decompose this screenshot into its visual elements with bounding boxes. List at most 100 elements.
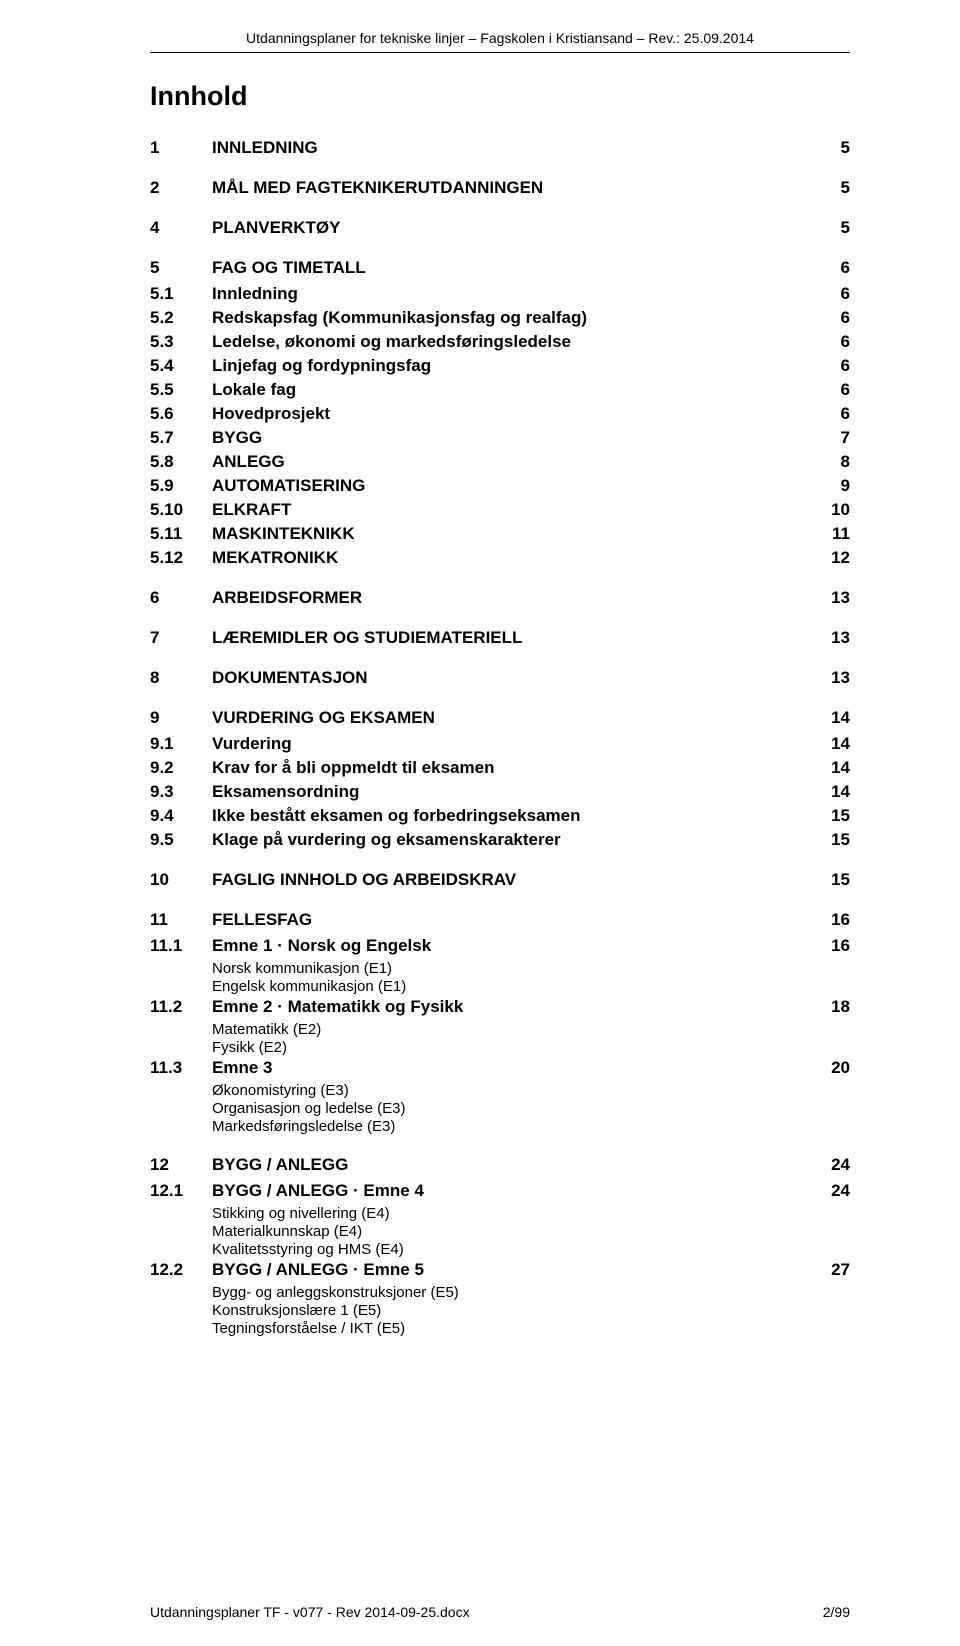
toc-entry: 11.2Emne 2 · Matematikk og Fysikk18 <box>150 997 850 1017</box>
footer-filename: Utdanningsplaner TF - v077 - Rev 2014-09… <box>150 1604 783 1620</box>
toc-entry-page: 14 <box>810 708 850 728</box>
toc-subentry: Økonomistyring (E3) <box>212 1082 850 1099</box>
toc-entry: 9.1Vurdering14 <box>150 734 850 754</box>
toc-entry-label: ANLEGG <box>212 452 810 472</box>
toc-entry-page: 16 <box>810 910 850 930</box>
toc-entry-page: 6 <box>810 404 850 424</box>
toc-entry-label: ELKRAFT <box>212 500 810 520</box>
toc-entry-page: 24 <box>810 1155 850 1175</box>
toc-entry: 5.5Lokale fag6 <box>150 380 850 400</box>
toc-entry: 5FAG OG TIMETALL6 <box>150 258 850 278</box>
toc-entry-number: 12 <box>150 1155 212 1175</box>
toc-entry-number: 5.7 <box>150 428 212 448</box>
toc-entry-label: BYGG / ANLEGG · Emne 4 <box>212 1181 810 1201</box>
page-footer: Utdanningsplaner TF - v077 - Rev 2014-09… <box>150 1604 850 1620</box>
toc-entry-label: Lokale fag <box>212 380 810 400</box>
toc-entry-number: 5.9 <box>150 476 212 496</box>
page-title: Innhold <box>150 81 850 112</box>
toc-entry-number: 9.5 <box>150 830 212 850</box>
toc-entry: 9VURDERING OG EKSAMEN14 <box>150 708 850 728</box>
table-of-contents: 1INNLEDNING5 2MÅL MED FAGTEKNIKERUTDANNIN… <box>150 138 850 1337</box>
toc-entry-page: 24 <box>810 1181 850 1201</box>
toc-entry: 12BYGG / ANLEGG24 <box>150 1155 850 1175</box>
toc-subentry: Bygg- og anleggskonstruksjoner (E5) <box>212 1284 850 1301</box>
toc-entry: 1INNLEDNING5 <box>150 138 850 158</box>
toc-entry-label: BYGG / ANLEGG <box>212 1155 810 1175</box>
toc-entry-page: 13 <box>810 628 850 648</box>
toc-entry-number: 5.4 <box>150 356 212 376</box>
toc-entry: 5.10ELKRAFT10 <box>150 500 850 520</box>
toc-entry-label: Innledning <box>212 284 810 304</box>
toc-entry-page: 16 <box>810 936 850 956</box>
toc-entry-label: LÆREMIDLER OG STUDIEMATERIELL <box>212 628 810 648</box>
toc-entry: 11.3Emne 320 <box>150 1058 850 1078</box>
toc-entry-number: 5.5 <box>150 380 212 400</box>
toc-entry-label: MEKATRONIKK <box>212 548 810 568</box>
toc-entry-label: Hovedprosjekt <box>212 404 810 424</box>
toc-entry-number: 12.2 <box>150 1260 212 1280</box>
toc-entry-number: 11 <box>150 910 212 930</box>
toc-entry: 8DOKUMENTASJON13 <box>150 668 850 688</box>
document-page: Utdanningsplaner for tekniske linjer – F… <box>0 0 960 1646</box>
toc-entry: 9.4Ikke bestått eksamen og forbedringsek… <box>150 806 850 826</box>
toc-entry-label: FAGLIG INNHOLD OG ARBEIDSKRAV <box>212 870 810 890</box>
toc-entry-number: 9.2 <box>150 758 212 778</box>
toc-entry-page: 14 <box>810 782 850 802</box>
toc-entry-number: 9.4 <box>150 806 212 826</box>
toc-entry-page: 13 <box>810 668 850 688</box>
toc-entry: 9.5Klage på vurdering og eksamenskarakte… <box>150 830 850 850</box>
toc-entry-page: 6 <box>810 308 850 328</box>
toc-entry: 11FELLESFAG16 <box>150 910 850 930</box>
toc-entry-page: 6 <box>810 258 850 278</box>
toc-entry-label: Redskapsfag (Kommunikasjonsfag og realfa… <box>212 308 810 328</box>
toc-entry-page: 8 <box>810 452 850 472</box>
toc-entry: 5.7BYGG7 <box>150 428 850 448</box>
toc-entry-page: 14 <box>810 734 850 754</box>
header-rule <box>150 52 850 53</box>
toc-entry: 5.8ANLEGG8 <box>150 452 850 472</box>
toc-entry-page: 27 <box>810 1260 850 1280</box>
toc-entry-page: 6 <box>810 380 850 400</box>
toc-subentry: Kvalitetsstyring og HMS (E4) <box>212 1241 850 1258</box>
toc-entry-label: Eksamensordning <box>212 782 810 802</box>
toc-entry-page: 6 <box>810 332 850 352</box>
toc-subentry: Matematikk (E2) <box>212 1021 850 1038</box>
toc-entry-page: 15 <box>810 830 850 850</box>
toc-entry: 12.1BYGG / ANLEGG · Emne 424 <box>150 1181 850 1201</box>
toc-entry-number: 11.3 <box>150 1058 212 1078</box>
toc-entry-page: 11 <box>810 524 850 544</box>
toc-entry-label: FELLESFAG <box>212 910 810 930</box>
toc-subentry: Tegningsforståelse / IKT (E5) <box>212 1320 850 1337</box>
toc-entry-label: MASKINTEKNIKK <box>212 524 810 544</box>
toc-entry: 5.2Redskapsfag (Kommunikasjonsfag og rea… <box>150 308 850 328</box>
toc-entry-label: Vurdering <box>212 734 810 754</box>
toc-entry-number: 11.2 <box>150 997 212 1017</box>
toc-entry-label: Krav for å bli oppmeldt til eksamen <box>212 758 810 778</box>
toc-subentry: Norsk kommunikasjon (E1) <box>212 960 850 977</box>
footer-page-number: 2/99 <box>823 1604 850 1620</box>
page-header: Utdanningsplaner for tekniske linjer – F… <box>150 30 850 46</box>
toc-entry: 7LÆREMIDLER OG STUDIEMATERIELL13 <box>150 628 850 648</box>
toc-entry-label: BYGG / ANLEGG · Emne 5 <box>212 1260 810 1280</box>
toc-entry-page: 5 <box>810 178 850 198</box>
toc-entry-number: 5.6 <box>150 404 212 424</box>
toc-entry-number: 8 <box>150 668 212 688</box>
toc-entry: 10FAGLIG INNHOLD OG ARBEIDSKRAV15 <box>150 870 850 890</box>
toc-entry-page: 18 <box>810 997 850 1017</box>
toc-subentry: Organisasjon og ledelse (E3) <box>212 1100 850 1117</box>
toc-entry: 11.1Emne 1 · Norsk og Engelsk16 <box>150 936 850 956</box>
toc-entry-number: 5.2 <box>150 308 212 328</box>
toc-entry-page: 13 <box>810 588 850 608</box>
toc-entry-number: 5.8 <box>150 452 212 472</box>
toc-entry-label: ARBEIDSFORMER <box>212 588 810 608</box>
toc-entry-label: DOKUMENTASJON <box>212 668 810 688</box>
toc-subentry: Konstruksjonslære 1 (E5) <box>212 1302 850 1319</box>
toc-entry: 9.3Eksamensordning14 <box>150 782 850 802</box>
toc-entry-page: 20 <box>810 1058 850 1078</box>
toc-entry-label: FAG OG TIMETALL <box>212 258 810 278</box>
toc-entry: 12.2BYGG / ANLEGG · Emne 527 <box>150 1260 850 1280</box>
toc-entry: 2MÅL MED FAGTEKNIKERUTDANNINGEN5 <box>150 178 850 198</box>
toc-entry: 5.3Ledelse, økonomi og markedsføringsled… <box>150 332 850 352</box>
toc-entry-page: 12 <box>810 548 850 568</box>
toc-entry-page: 15 <box>810 806 850 826</box>
